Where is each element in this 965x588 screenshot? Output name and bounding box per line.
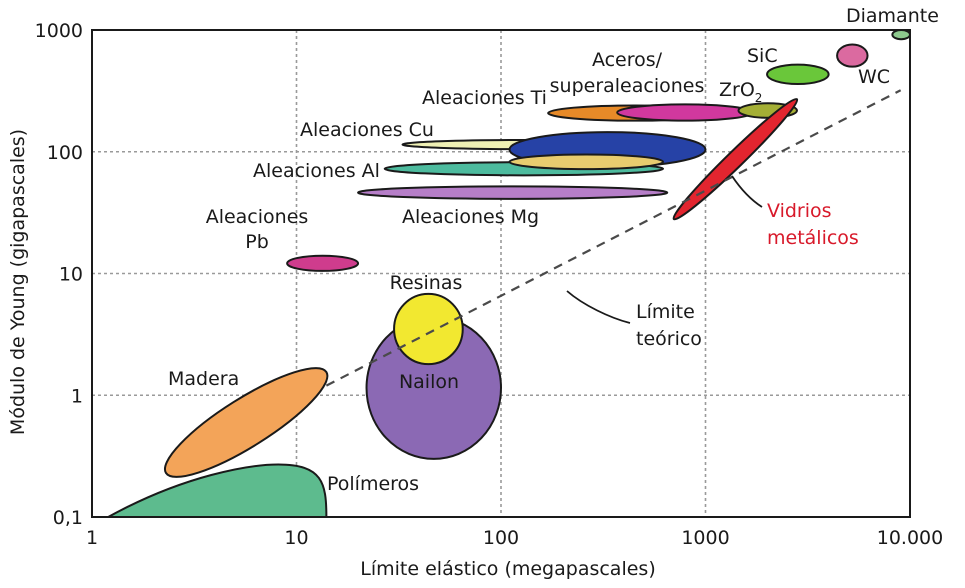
region-aceros xyxy=(616,103,754,122)
label-vidrios-2: metálicos xyxy=(767,227,859,249)
leader-vidrios xyxy=(731,175,763,208)
label-al: Aleaciones Al xyxy=(253,160,380,182)
label-pb-1: Aleaciones xyxy=(206,206,309,228)
plot-frame xyxy=(91,29,911,518)
region-cu-overlap xyxy=(508,153,665,171)
leader-limite xyxy=(566,290,631,324)
label-pb-2: Pb xyxy=(245,231,269,253)
y-tick-label: 0,1 xyxy=(53,507,83,529)
label-ti: Aleaciones Ti xyxy=(422,87,547,109)
label-aceros-1: Aceros/ xyxy=(592,49,663,71)
label-limite-1: Límite xyxy=(636,301,695,323)
region-polimeros xyxy=(107,463,328,518)
label-aceros-2: superaleaciones xyxy=(550,75,705,97)
y-tick-label: 1000 xyxy=(35,20,83,42)
label-sic: SiC xyxy=(747,45,778,67)
label-limite-2: teórico xyxy=(636,328,702,350)
theoretical-limit-line xyxy=(325,89,902,387)
region-sic xyxy=(766,63,830,86)
y-tick-label: 10 xyxy=(59,264,83,286)
region-wc xyxy=(836,43,869,68)
label-polimeros: Polímeros xyxy=(327,473,419,495)
label-wc: WC xyxy=(858,66,890,88)
x-tick-label: 10 xyxy=(284,527,308,549)
region-pb xyxy=(286,254,360,272)
region-madera xyxy=(163,367,329,478)
y-tick-label: 100 xyxy=(47,142,83,164)
label-cu: Aleaciones Cu xyxy=(300,119,434,141)
label-nailon: Nailon xyxy=(399,371,459,393)
x-tick-label: 1000 xyxy=(681,527,729,549)
theoretical-limit xyxy=(325,89,902,387)
label-mg: Aleaciones Mg xyxy=(402,206,539,228)
region-diamante xyxy=(891,28,911,41)
material-regions xyxy=(107,28,911,518)
label-resinas: Resinas xyxy=(390,272,463,294)
region-mg xyxy=(357,185,669,200)
x-tick-label: 1 xyxy=(86,527,98,549)
y-tick-label: 1 xyxy=(71,385,83,407)
y-axis-title: Módulo de Young (gigapascales) xyxy=(7,129,29,435)
region-vidrios xyxy=(672,97,799,221)
region-resinas xyxy=(393,292,464,366)
label-zro2: ZrO2 xyxy=(719,79,762,105)
label-diamante: Diamante xyxy=(846,5,939,27)
x-axis-title: Límite elástico (megapascales) xyxy=(360,558,655,580)
x-tick-label: 100 xyxy=(483,527,519,549)
label-vidrios-1: Vidrios xyxy=(767,200,832,222)
label-madera: Madera xyxy=(168,368,239,390)
x-tick-label: 10.000 xyxy=(877,527,943,549)
